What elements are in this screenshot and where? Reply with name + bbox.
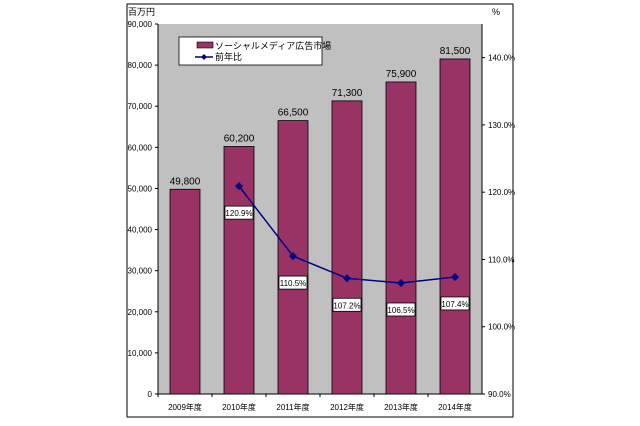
right-tick-label: 100.0% bbox=[488, 323, 515, 332]
line-marker bbox=[289, 252, 297, 261]
line-data-label: 107.4% bbox=[441, 300, 468, 309]
line-label-box bbox=[278, 275, 308, 290]
left-tick-label: 10,000 bbox=[128, 349, 153, 358]
left-tick-label: 60,000 bbox=[128, 143, 153, 152]
line-data-label: 106.5% bbox=[387, 306, 414, 315]
bar-data-label: 71,300 bbox=[332, 88, 363, 99]
right-tick-label: 110.0% bbox=[488, 255, 515, 264]
x-tick-label: 2013年度 bbox=[384, 402, 418, 412]
right-axis-unit: % bbox=[492, 7, 500, 17]
legend-bar-label: ソーシャルメディア広告市場 bbox=[215, 40, 331, 51]
left-tick-label: 0 bbox=[148, 390, 153, 399]
left-tick-label: 20,000 bbox=[128, 308, 153, 317]
left-tick-label: 50,000 bbox=[128, 184, 153, 193]
line-marker bbox=[397, 279, 405, 287]
line-marker bbox=[235, 182, 243, 191]
bar bbox=[385, 81, 417, 395]
line-label-box bbox=[224, 205, 254, 220]
bar bbox=[439, 58, 471, 395]
line-label-box bbox=[440, 296, 470, 311]
legend-line-label: 前年比 bbox=[215, 51, 242, 62]
line-marker bbox=[451, 272, 459, 281]
right-tick-label: 140.0% bbox=[488, 54, 515, 63]
bar bbox=[331, 100, 363, 395]
x-tick-label: 2014年度 bbox=[438, 402, 472, 412]
x-tick-label: 2010年度 bbox=[222, 402, 256, 412]
right-tick-label: 120.0% bbox=[488, 188, 515, 197]
line-data-label: 107.2% bbox=[333, 301, 360, 310]
line-data-label: 120.9% bbox=[225, 209, 252, 218]
legend-bar-swatch bbox=[196, 41, 214, 49]
bar-data-label: 49,800 bbox=[170, 176, 201, 187]
bar-data-label: 81,500 bbox=[440, 46, 471, 57]
x-tick-label: 2011年度 bbox=[276, 402, 309, 412]
left-tick-label: 30,000 bbox=[128, 267, 153, 276]
left-tick-label: 70,000 bbox=[128, 102, 153, 111]
legend-line-marker bbox=[201, 54, 207, 60]
line-data-label: 110.5% bbox=[280, 279, 307, 288]
left-axis-unit: 百万円 bbox=[128, 7, 155, 17]
right-tick-label: 90.0% bbox=[488, 390, 511, 399]
bar bbox=[169, 188, 201, 395]
left-tick-label: 40,000 bbox=[128, 226, 153, 235]
line-label-box bbox=[386, 302, 416, 317]
x-tick-label: 2009年度 bbox=[168, 402, 202, 412]
legend bbox=[178, 36, 323, 66]
left-tick-label: 90,000 bbox=[128, 20, 153, 29]
line-marker bbox=[343, 274, 351, 283]
bar-data-label: 66,500 bbox=[278, 108, 309, 119]
bar-data-label: 75,900 bbox=[386, 69, 417, 80]
x-tick-label: 2012年度 bbox=[330, 402, 364, 412]
left-tick-label: 80,000 bbox=[128, 61, 153, 70]
line-label-box bbox=[332, 297, 362, 312]
bar-data-label: 60,200 bbox=[224, 134, 255, 145]
plot-area bbox=[158, 24, 482, 394]
right-tick-label: 130.0% bbox=[488, 121, 515, 130]
